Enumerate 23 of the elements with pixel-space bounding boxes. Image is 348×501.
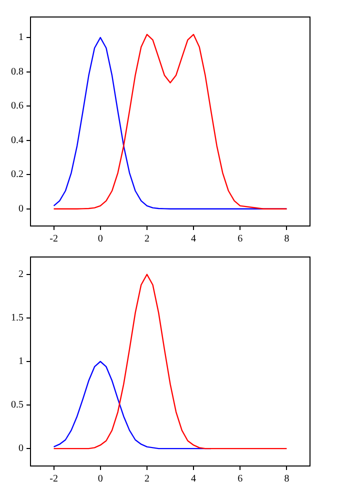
x-tick-label: 6	[238, 234, 243, 245]
x-tick-label: 4	[191, 474, 196, 485]
x-tick-label: 6	[238, 474, 243, 485]
x-tick-label: 8	[284, 474, 290, 485]
y-tick-label: 0.6	[11, 100, 24, 112]
x-tick-label: 2	[144, 474, 150, 485]
y-tick-label: 1	[18, 32, 24, 44]
y-tick-label: 0.8	[11, 66, 24, 78]
x-tick-label: 4	[191, 234, 196, 245]
y-tick-label: 0	[18, 443, 24, 454]
y-tick-label: 0.4	[11, 134, 24, 146]
y-tick-label: 0.5	[11, 400, 24, 411]
x-tick-label: -2	[50, 474, 58, 485]
x-tick-label: -2	[50, 234, 58, 245]
x-tick-label: 0	[98, 474, 103, 485]
x-tick-label: 0	[98, 234, 103, 245]
y-tick-label: 2	[18, 269, 24, 280]
y-tick-label: 1.5	[11, 312, 24, 324]
x-tick-label: 8	[284, 234, 290, 245]
y-tick-label: 0.2	[11, 169, 24, 180]
y-tick-label: 1	[18, 356, 24, 368]
x-tick-label: 2	[144, 234, 150, 245]
y-tick-label: 0	[18, 203, 24, 214]
